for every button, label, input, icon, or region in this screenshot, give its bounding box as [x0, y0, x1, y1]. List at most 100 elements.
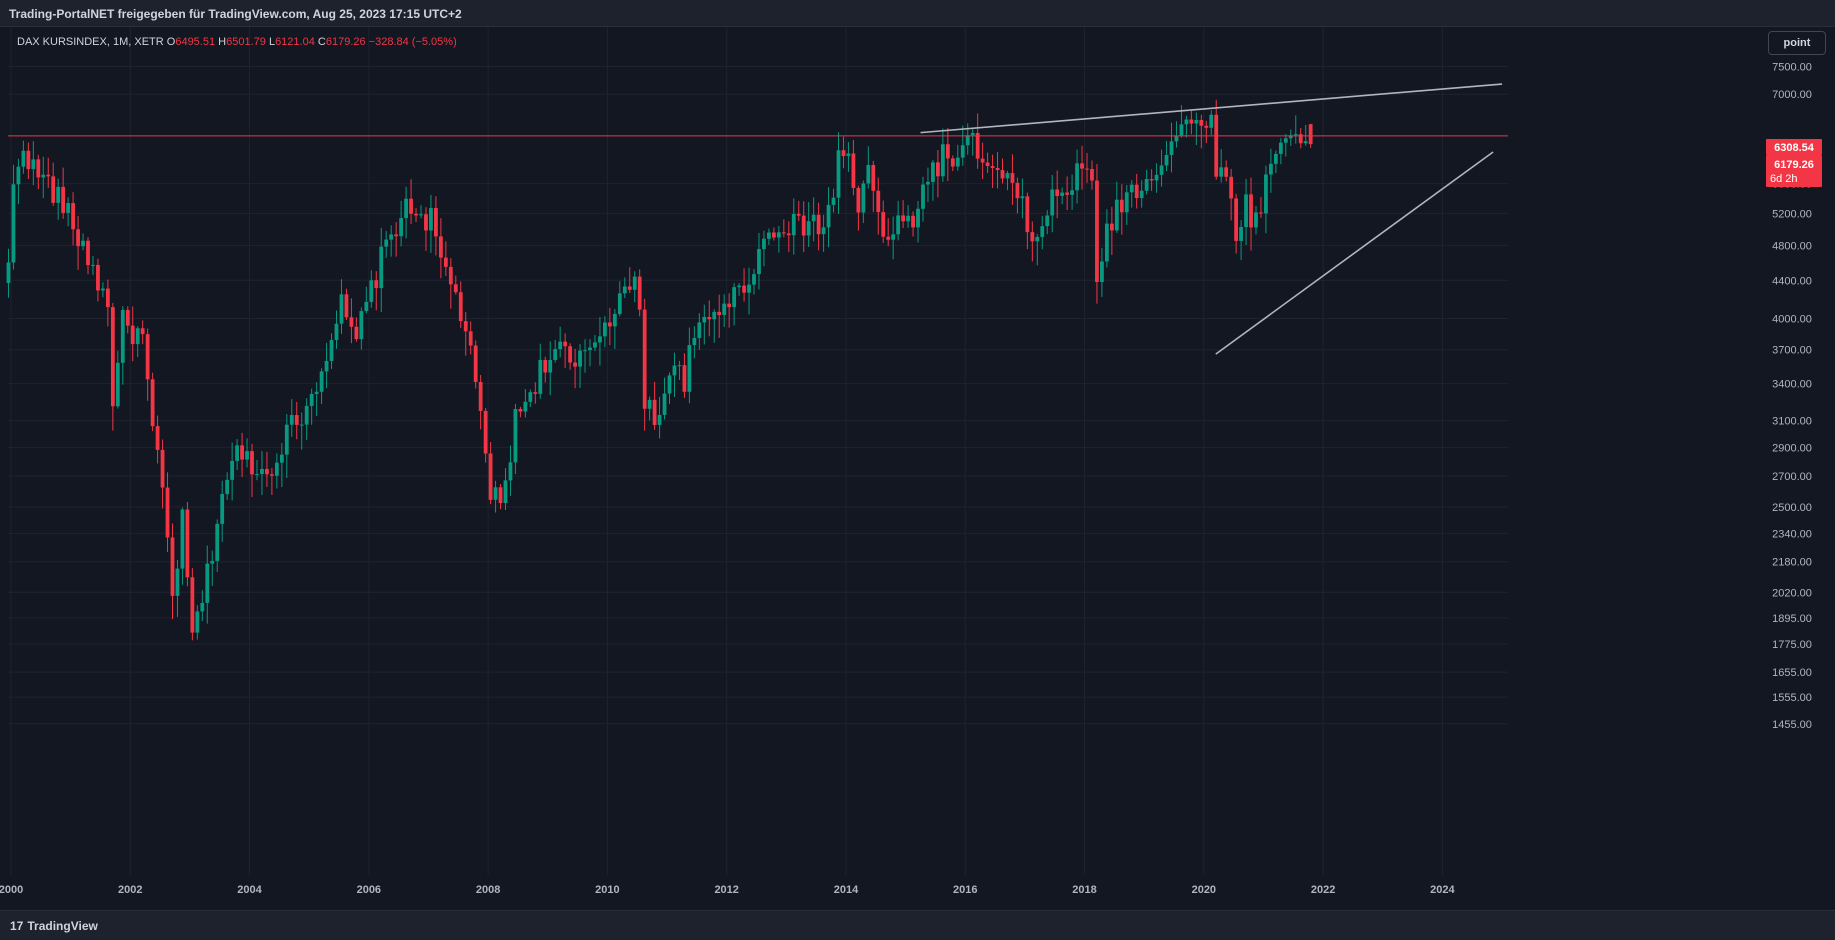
candle-body: [11, 184, 16, 263]
hline-price-tag: [1766, 139, 1822, 155]
candle-body: [1119, 199, 1124, 213]
candle-body: [1139, 190, 1144, 199]
candle-body: [1259, 212, 1263, 214]
bottom-bar: 17 TradingView: [0, 910, 1835, 940]
candle-body: [185, 509, 190, 578]
candle-body: [588, 347, 592, 351]
candle-body: [86, 240, 90, 266]
candle-body: [1219, 167, 1224, 177]
candle-body: [1080, 163, 1084, 169]
x-tick-label: 2000: [0, 884, 23, 896]
candle-body: [1005, 173, 1010, 179]
candle-body: [225, 479, 230, 495]
scale-mode-button[interactable]: point: [1768, 31, 1826, 55]
legend-high-label: H: [218, 36, 227, 48]
y-tick-label: 1775.00: [1772, 639, 1812, 651]
candle-body: [602, 322, 607, 337]
candle-body: [260, 468, 264, 475]
candle-body: [846, 153, 851, 157]
candle-body: [697, 322, 702, 338]
candle-body: [1129, 184, 1134, 193]
candle-body: [1254, 212, 1258, 228]
legend-low-label: L: [268, 36, 276, 48]
candle-body: [1283, 138, 1288, 143]
candle-body: [1159, 165, 1164, 175]
y-tick-label: 3700.00: [1772, 345, 1812, 357]
candle-body: [160, 449, 165, 488]
candle-body: [1199, 119, 1204, 126]
candle-body: [776, 232, 781, 238]
legend-open-label: O: [166, 36, 176, 48]
candle-body: [747, 284, 751, 293]
candle-body: [1095, 180, 1099, 283]
candle-body: [950, 158, 955, 167]
candle-body: [130, 325, 135, 345]
tradingview-logo[interactable]: 17 TradingView: [10, 919, 98, 933]
candle-body: [81, 240, 85, 247]
candle-body: [175, 568, 180, 596]
candle-body: [349, 317, 354, 327]
candle-body: [41, 174, 46, 178]
candle-body: [1224, 167, 1229, 177]
candle-body: [384, 239, 389, 247]
tradingview-logo-icon: 17: [10, 919, 24, 933]
candle-body: [627, 286, 632, 290]
candle-body: [816, 214, 821, 235]
x-tick-label: 2018: [1072, 884, 1096, 896]
candle-body: [553, 349, 558, 360]
candle-body: [31, 159, 36, 170]
candle-body: [1020, 196, 1025, 199]
x-tick-label: 2004: [237, 884, 262, 896]
candle-body: [1189, 119, 1194, 124]
candle-body: [1144, 179, 1149, 191]
last-price-tag: [1766, 155, 1822, 187]
candle-body: [1100, 261, 1104, 283]
bar-countdown-text: 6d 2h: [1770, 173, 1798, 185]
candle-body: [255, 474, 259, 476]
candle-body: [220, 494, 225, 524]
candle-body: [806, 221, 811, 236]
candle-body: [811, 214, 816, 222]
candle-body: [752, 274, 756, 285]
candle-body: [970, 132, 975, 136]
candle-body: [871, 164, 876, 191]
candle-body: [960, 145, 965, 158]
legend-close-value: 6179.26: [325, 36, 366, 48]
candle-body: [980, 158, 985, 163]
candle-body: [921, 184, 925, 209]
candle-body: [1278, 142, 1283, 154]
legend-symbol: DAX KURSINDEX, 1M, XETR: [17, 36, 164, 48]
candle-body: [528, 392, 533, 402]
candle-body: [990, 166, 995, 168]
candle-body: [1184, 119, 1189, 125]
candle-body: [563, 341, 568, 347]
candle-body: [1124, 192, 1129, 213]
candle-body: [125, 309, 130, 326]
candle-body: [1134, 184, 1139, 199]
candle-body: [294, 415, 299, 425]
candle-body: [1288, 135, 1293, 139]
candle-body: [6, 262, 11, 284]
candle-body: [235, 445, 240, 461]
candle-body: [707, 316, 712, 320]
candle-body: [911, 215, 915, 228]
candle-body: [652, 399, 657, 425]
series-legend[interactable]: DAX KURSINDEX, 1M, XETR O6495.51 H6501.7…: [17, 36, 457, 48]
candle-body: [304, 405, 309, 425]
candle-body: [419, 214, 423, 216]
price-chart[interactable]: 7500.007000.005600.005200.004800.004400.…: [0, 27, 1835, 909]
candle-body: [1244, 194, 1248, 228]
candle-body: [329, 339, 334, 361]
candle-body: [324, 360, 329, 372]
candle-body: [438, 236, 443, 258]
candle-body: [210, 560, 215, 564]
candle-body: [657, 414, 662, 425]
candle-body: [155, 426, 160, 450]
candle-body: [985, 162, 990, 167]
candle-body: [762, 238, 766, 250]
candle-body: [1114, 199, 1119, 231]
candle-body: [1090, 168, 1094, 181]
candle-body: [374, 280, 379, 289]
y-tick-label: 2900.00: [1772, 442, 1812, 454]
candle-body: [354, 326, 359, 340]
